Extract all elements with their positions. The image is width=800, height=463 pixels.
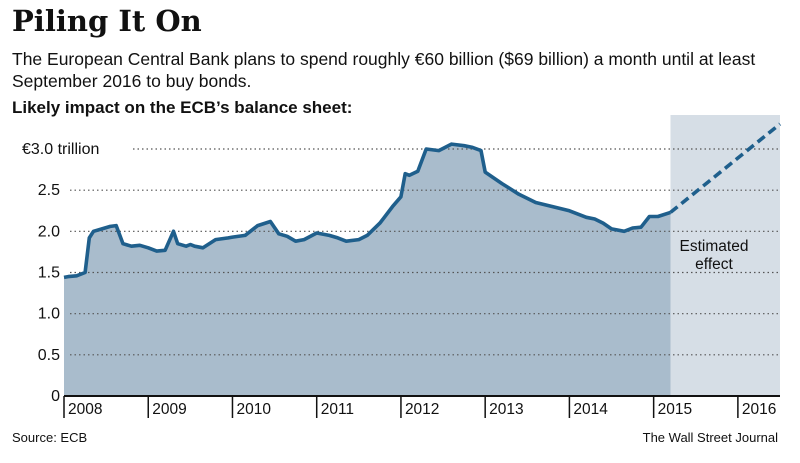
xtick-label: 2014 bbox=[573, 401, 608, 418]
xtick-label: 2010 bbox=[236, 401, 271, 418]
balance-sheet-area bbox=[64, 144, 671, 396]
ytick-label: 1.5 bbox=[38, 265, 60, 282]
xtick-label: 2015 bbox=[658, 401, 692, 418]
ytick-label: 2.0 bbox=[38, 223, 60, 240]
xtick-label: 2009 bbox=[152, 401, 186, 418]
chart-title: Piling It On bbox=[12, 4, 202, 38]
xtick-label: 2013 bbox=[489, 401, 523, 418]
projection-line bbox=[669, 122, 782, 214]
projection-annotation: Estimated effect bbox=[680, 238, 749, 273]
chart-label: Likely impact on the ECB’s balance sheet… bbox=[12, 98, 353, 117]
balance-sheet-line bbox=[63, 142, 672, 280]
ytick-label: €3.0 trillion bbox=[22, 141, 99, 158]
chart-subtitle: The European Central Bank plans to spend… bbox=[12, 49, 756, 91]
ytick-label: 1.0 bbox=[38, 306, 60, 323]
xtick-label: 2011 bbox=[321, 401, 354, 418]
publisher-credit: The Wall Street Journal bbox=[642, 430, 778, 445]
source-note: Source: ECB bbox=[12, 430, 88, 445]
xtick-label: 2008 bbox=[68, 401, 102, 418]
projection-area bbox=[670, 115, 780, 396]
xtick-label: 2016 bbox=[742, 401, 776, 418]
ytick-label-bg bbox=[12, 138, 130, 160]
ytick-label: 0.5 bbox=[38, 347, 60, 364]
xtick-label: 2012 bbox=[405, 401, 439, 418]
ytick-label: 0 bbox=[51, 388, 60, 405]
ytick-label: 2.5 bbox=[38, 182, 60, 199]
